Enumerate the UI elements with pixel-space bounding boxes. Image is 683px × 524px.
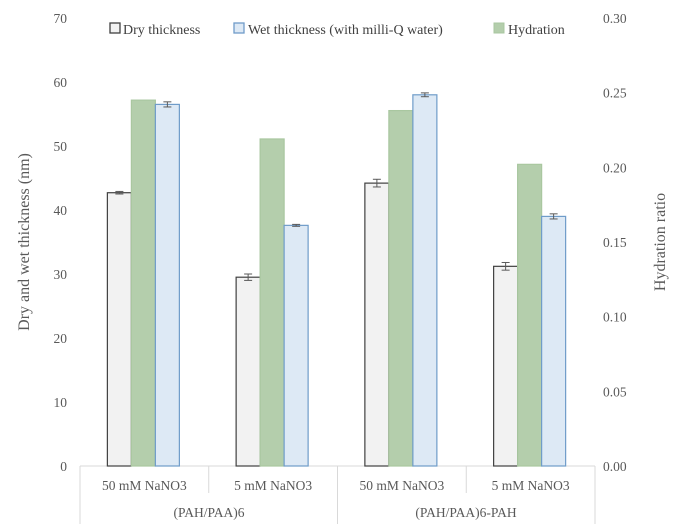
category-label: 5 mM NaNO3 [492, 478, 570, 493]
y-tick-right: 0.00 [603, 459, 627, 474]
y-tick-left: 40 [54, 203, 68, 218]
y-tick-left: 50 [54, 139, 68, 154]
y-tick-left: 10 [54, 395, 68, 410]
legend-label-dry: Dry thickness [123, 23, 200, 38]
bar-hydration [388, 109, 414, 467]
y-tick-left: 0 [60, 459, 67, 474]
bar-dry [493, 265, 519, 467]
category-label: 50 mM NaNO3 [102, 478, 187, 493]
bar-dry [364, 182, 390, 467]
legend-swatch-hydration [493, 22, 505, 34]
y-tick-left: 70 [54, 11, 68, 26]
y-tick-left: 30 [54, 267, 68, 282]
plot-area: 0 10 20 30 40 50 60 70 0.00 0.05 0.10 0.15 0.20 0.25 0… [54, 11, 627, 524]
bar-wet [412, 94, 438, 467]
category-label: 5 mM NaNO3 [234, 478, 312, 493]
legend-swatch-wet [233, 22, 245, 34]
category-label: 50 mM NaNO3 [360, 478, 445, 493]
bar-wet [283, 224, 309, 467]
y-tick-left: 60 [54, 75, 68, 90]
y-tick-right: 0.05 [603, 384, 627, 399]
bar-wet [154, 103, 180, 467]
y-axis-title-left: Dry and wet thickness (nm) [16, 153, 33, 331]
bar-hydration [130, 99, 156, 467]
legend-swatch-dry [109, 22, 121, 34]
y-tick-right: 0.25 [603, 86, 627, 101]
bar-dry [106, 192, 132, 467]
y-tick-right: 0.10 [603, 310, 627, 325]
y-tick-right: 0.30 [603, 11, 627, 26]
legend: Dry thickness Wet thickness (with milli-… [109, 22, 565, 38]
bar-hydration [517, 163, 543, 467]
y-tick-left: 20 [54, 331, 68, 346]
group-label-2: (PAH/PAA)6-PAH [415, 505, 517, 520]
bar-wet [541, 215, 567, 467]
bar-hydration [259, 138, 285, 467]
legend-label-hydration: Hydration [508, 23, 565, 38]
y-axis-title-right: Hydration ratio [652, 193, 669, 291]
legend-label-wet: Wet thickness (with milli-Q water) [248, 23, 443, 38]
y-tick-right: 0.15 [603, 235, 627, 250]
y-tick-right: 0.20 [603, 160, 627, 175]
bar-dry [235, 276, 261, 467]
group-label-1: (PAH/PAA)6 [173, 505, 244, 520]
